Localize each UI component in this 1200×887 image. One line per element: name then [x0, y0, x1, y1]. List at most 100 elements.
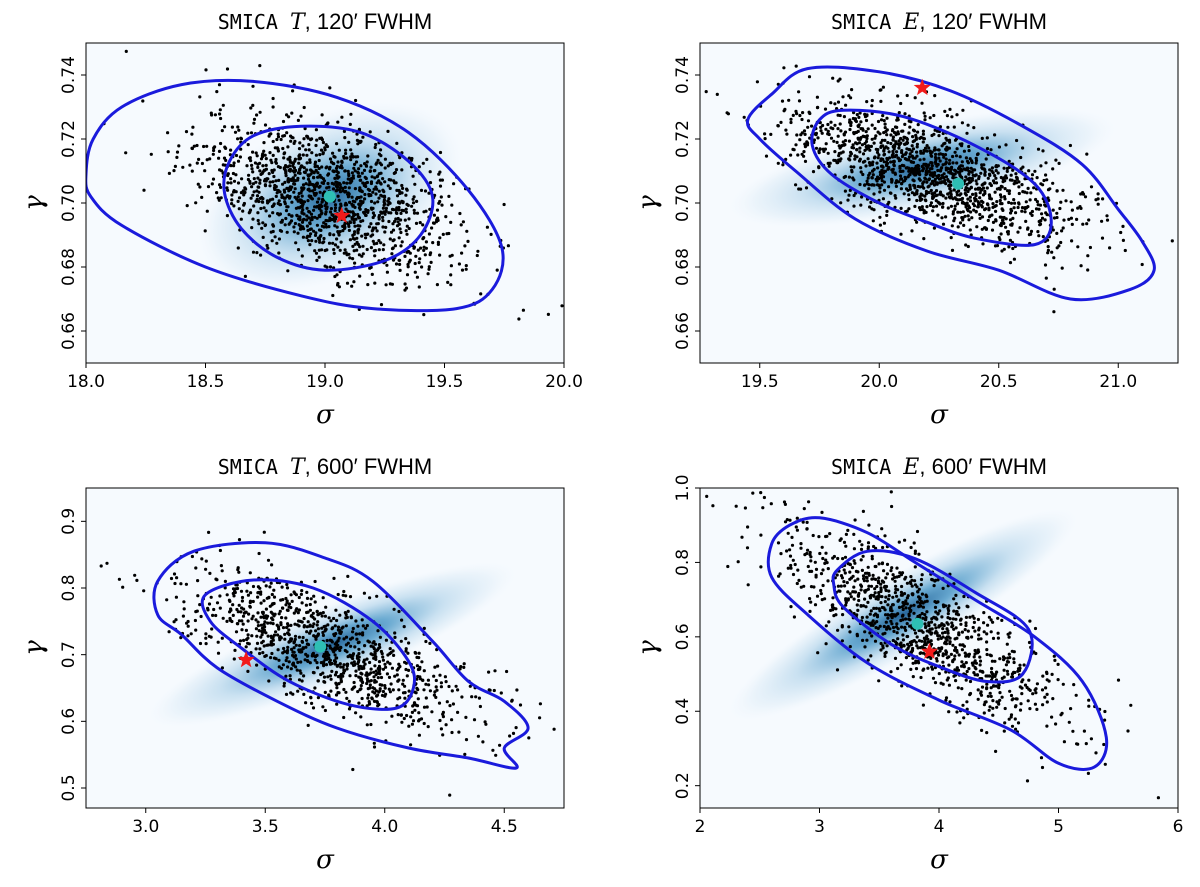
scatter-point [1096, 202, 1100, 206]
scatter-point [361, 631, 365, 635]
scatter-point [1025, 191, 1029, 195]
scatter-point [402, 209, 406, 213]
scatter-point [232, 161, 236, 165]
scatter-point [820, 510, 824, 514]
scatter-point [492, 688, 496, 693]
scatter-point [243, 274, 247, 278]
scatter-point [1017, 191, 1021, 196]
scatter-point [891, 603, 895, 607]
scatter-point [396, 216, 400, 221]
scatter-point [353, 224, 357, 228]
scatter-point [995, 200, 999, 204]
scatter-point [960, 144, 964, 148]
scatter-point [998, 657, 1002, 661]
y-tick-label: 0.70 [673, 184, 693, 222]
scatter-point [977, 650, 981, 654]
scatter-point [836, 100, 841, 104]
scatter-point [1052, 216, 1057, 220]
scatter-point [351, 199, 355, 203]
scatter-point [276, 135, 281, 139]
scatter-point [401, 200, 405, 204]
scatter-point [414, 691, 418, 695]
scatter-point [914, 659, 918, 663]
scatter-point [898, 642, 902, 647]
scatter-point [274, 160, 278, 164]
scatter-point [960, 121, 965, 125]
scatter-point [391, 688, 395, 692]
scatter-point [896, 94, 900, 98]
scatter-point [282, 188, 286, 192]
scatter-point [320, 626, 324, 630]
scatter-point [1011, 697, 1015, 701]
scatter-point [947, 604, 951, 608]
scatter-point [927, 623, 931, 627]
scatter-point [194, 628, 198, 632]
scatter-point [1011, 246, 1015, 251]
scatter-point [413, 182, 417, 186]
scatter-point [302, 616, 306, 621]
scatter-point [861, 509, 866, 513]
scatter-point [237, 196, 242, 200]
scatter-point [226, 181, 230, 185]
scatter-point [1103, 718, 1107, 722]
scatter-point [273, 183, 277, 188]
scatter-point [292, 230, 296, 234]
scatter-point [433, 665, 437, 669]
scatter-point [899, 169, 903, 173]
scatter-point [427, 265, 431, 269]
scatter-point [457, 730, 461, 734]
scatter-point [839, 584, 843, 588]
scatter-point [916, 123, 920, 127]
scatter-point [317, 238, 322, 242]
scatter-point [1108, 246, 1112, 250]
scatter-point [441, 232, 445, 236]
scatter-point [990, 166, 995, 170]
scatter-point [1000, 185, 1004, 189]
scatter-point [897, 111, 901, 115]
scatter-point [272, 633, 277, 637]
x-tick-label: 3.5 [252, 817, 279, 837]
scatter-point [296, 611, 300, 615]
scatter-point [175, 155, 179, 159]
scatter-point [892, 147, 896, 151]
scatter-point [301, 183, 306, 187]
scatter-point [334, 180, 338, 184]
scatter-point [174, 595, 178, 599]
scatter-point [853, 154, 857, 158]
x-tick-label: 19.0 [306, 372, 344, 392]
scatter-point [222, 156, 227, 160]
scatter-point [239, 137, 243, 141]
scatter-point [378, 635, 382, 639]
scatter-point [332, 233, 336, 237]
scatter-point [379, 154, 383, 158]
scatter-point [997, 235, 1001, 240]
scatter-point [285, 186, 289, 190]
scatter-point [803, 132, 807, 136]
scatter-point [1012, 206, 1016, 210]
scatter-point [990, 672, 995, 676]
scatter-point [318, 190, 322, 194]
scatter-point [458, 211, 462, 216]
scatter-point [231, 171, 235, 176]
scatter-point [451, 702, 455, 706]
scatter-point [190, 554, 194, 559]
scatter-point [736, 560, 740, 564]
scatter-point [725, 111, 729, 115]
scatter-point [312, 634, 316, 638]
scatter-point [863, 630, 867, 634]
scatter-point [321, 705, 325, 709]
scatter-point [276, 147, 280, 151]
scatter-point [424, 639, 428, 644]
scatter-point [892, 629, 896, 634]
scatter-point [916, 164, 921, 168]
scatter-point [256, 165, 260, 169]
scatter-point [421, 237, 425, 241]
scatter-point [1043, 263, 1048, 267]
scatter-point [242, 638, 246, 643]
scatter-point [976, 205, 980, 209]
scatter-point [371, 690, 375, 694]
scatter-point [386, 129, 390, 133]
scatter-point [1050, 715, 1054, 719]
scatter-point [232, 164, 236, 168]
scatter-point [235, 607, 239, 612]
